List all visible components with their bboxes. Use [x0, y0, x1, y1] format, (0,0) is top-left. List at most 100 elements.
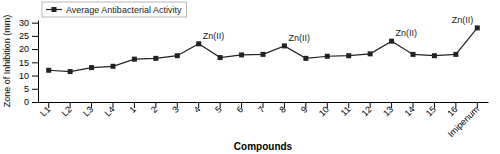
x-tick-label: 8: [277, 104, 288, 115]
point: [475, 25, 480, 30]
x-tick-label: L4: [102, 104, 116, 118]
x-tick: 8: [277, 102, 288, 115]
x-tick: 16: [445, 102, 459, 118]
x-axis-title: Compounds: [234, 141, 293, 152]
point: [68, 69, 73, 74]
y-tick-mark: [32, 49, 38, 50]
plot-area: [46, 25, 480, 74]
point: [453, 52, 458, 57]
x-tick-mark: [391, 102, 392, 108]
point: [153, 56, 158, 61]
x-tick-label: 15: [424, 104, 438, 118]
x-tick: 13: [381, 102, 395, 118]
x-tick-mark: [113, 102, 114, 108]
point: [46, 68, 51, 73]
point: [89, 65, 94, 70]
y-axis-title: Zone of Inhibition (mm): [2, 15, 12, 108]
annotation: Zn(II): [288, 33, 310, 43]
x-tick-mark: [370, 102, 371, 108]
x-tick-mark: [220, 102, 221, 108]
x-tick: L3: [81, 102, 95, 118]
x-tick-mark: [198, 102, 199, 108]
annotation: Zn(II): [452, 15, 474, 25]
x-tick-mark: [327, 102, 328, 108]
annotation: Zn(II): [396, 28, 418, 38]
x-tick-mark: [413, 102, 414, 108]
point: [175, 53, 180, 58]
x-tick-label: Imipenum: [446, 104, 481, 139]
point: [282, 43, 287, 48]
x-tick: L2: [60, 102, 74, 118]
x-tick-mark: [91, 102, 92, 108]
x-tick-mark: [155, 102, 156, 108]
x-tick: Imipenum: [446, 102, 481, 139]
x-tick-label: 12: [360, 104, 374, 118]
x-tick-mark: [241, 102, 242, 108]
x-tick: 11: [339, 102, 353, 118]
point: [368, 51, 373, 56]
y-axis-line: [38, 21, 39, 103]
x-axis: L1L2L3L412345678910111213141516Imipenum: [38, 102, 488, 139]
y-tick-label: 5: [24, 84, 29, 94]
y-tick-mark: [32, 36, 38, 37]
x-tick: 3: [170, 102, 181, 115]
chart: L1L2L3L412345678910111213141516Imipenum0…: [0, 0, 500, 154]
y-tick-mark: [32, 23, 38, 24]
y-tick: 0: [24, 97, 38, 107]
annotation: Zn(II): [203, 31, 225, 41]
x-tick-label: 5: [213, 104, 224, 115]
x-tick-label: 10: [317, 104, 331, 118]
y-tick-label: 25: [19, 31, 29, 41]
y-tick: 25: [19, 31, 38, 41]
x-tick: 1: [127, 102, 138, 115]
x-tick-mark: [434, 102, 435, 108]
x-tick-label: L2: [60, 104, 74, 118]
x-tick-mark: [263, 102, 264, 108]
x-tick-mark: [70, 102, 71, 108]
point: [239, 52, 244, 57]
x-tick: 12: [360, 102, 374, 118]
x-tick: L4: [102, 102, 116, 118]
y-tick: 10: [19, 71, 38, 81]
point: [218, 55, 223, 60]
x-tick-mark: [48, 102, 49, 108]
y-tick-label: 15: [19, 58, 29, 68]
legend-frame: [42, 2, 186, 17]
x-tick-label: 6: [235, 104, 246, 115]
x-tick: 6: [235, 102, 246, 115]
x-tick: 7: [256, 102, 267, 115]
x-tick: L1: [38, 102, 52, 118]
x-tick-mark: [177, 102, 178, 108]
x-tick-label: 2: [149, 104, 160, 115]
x-tick: 4: [192, 102, 203, 115]
x-tick-mark: [134, 102, 135, 108]
x-tick-mark: [348, 102, 349, 108]
point: [325, 54, 330, 59]
y-tick: 5: [24, 84, 38, 94]
x-tick: 2: [149, 102, 160, 115]
x-tick-label: 16: [445, 104, 459, 118]
x-tick-label: 3: [170, 104, 181, 115]
y-tick-label: 10: [19, 71, 29, 81]
y-tick-mark: [32, 76, 38, 77]
x-tick-label: 14: [402, 104, 416, 118]
legend-label: Average Antibacterial Activity: [66, 5, 182, 15]
line: [49, 28, 478, 72]
x-tick: 9: [299, 102, 310, 115]
x-tick-mark: [455, 102, 456, 108]
x-tick: 14: [402, 102, 416, 118]
x-tick-label: L1: [38, 104, 52, 118]
point: [432, 53, 437, 58]
x-tick-mark: [477, 102, 478, 108]
y-tick-mark: [32, 62, 38, 63]
legend: Average Antibacterial Activity: [42, 2, 186, 17]
x-tick-label: 13: [381, 104, 395, 118]
x-tick-mark: [305, 102, 306, 108]
x-tick-mark: [284, 102, 285, 108]
point: [346, 53, 351, 58]
point: [411, 52, 416, 57]
point: [389, 39, 394, 44]
point: [111, 64, 116, 69]
x-tick-label: 1: [127, 104, 138, 115]
y-tick-mark: [32, 89, 38, 90]
